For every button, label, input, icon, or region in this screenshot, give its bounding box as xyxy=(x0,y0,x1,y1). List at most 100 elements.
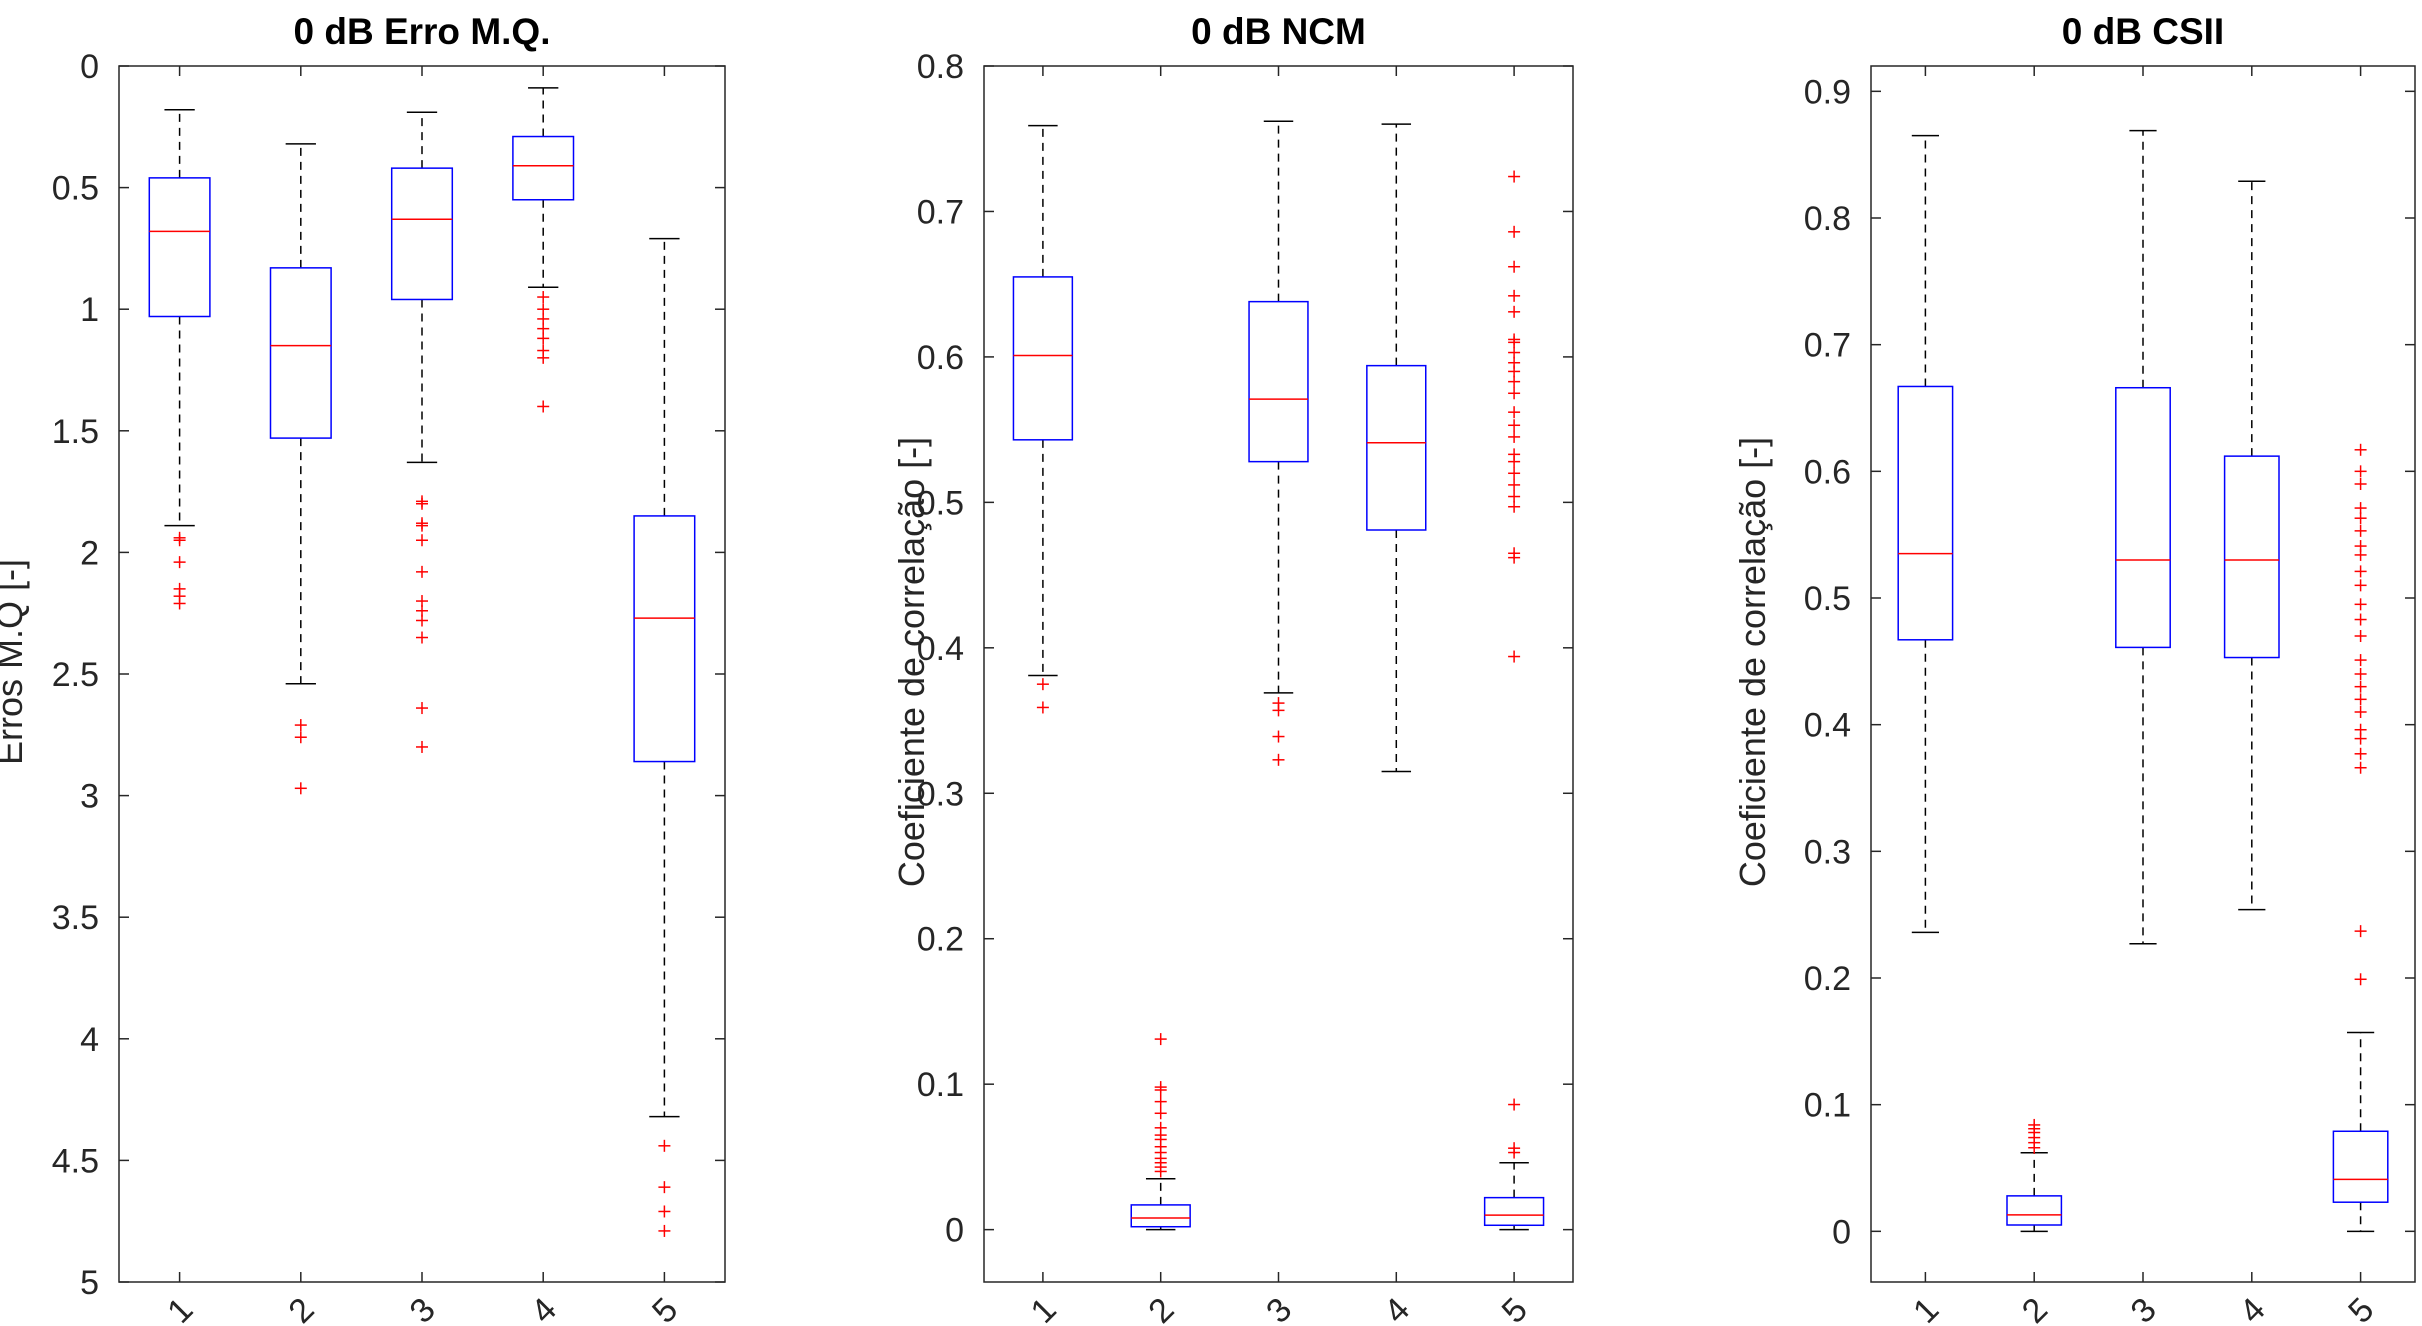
y-tick-label: 0.8 xyxy=(917,48,964,86)
iqr-box xyxy=(269,267,332,439)
outlier-marker xyxy=(1508,225,1521,238)
outlier-marker xyxy=(2354,512,2367,525)
outlier-marker xyxy=(294,782,307,795)
box-3 xyxy=(390,111,454,753)
outlier-marker xyxy=(2354,747,2367,760)
outlier-marker xyxy=(1508,289,1521,302)
x-tick-label: 4 xyxy=(524,1291,564,1326)
outlier-marker xyxy=(1154,1081,1167,1094)
y-tick-label: 0.6 xyxy=(917,339,964,377)
outlier-marker xyxy=(416,614,428,627)
outlier-marker xyxy=(1508,419,1521,432)
y-tick-label: 0.6 xyxy=(1804,453,1851,491)
box-1 xyxy=(148,109,211,610)
y-tick-label: 0.3 xyxy=(917,775,964,813)
y-tick-label: 0 xyxy=(1832,1213,1851,1251)
iqr-box xyxy=(512,135,575,201)
outlier-marker xyxy=(2354,630,2367,642)
box-2 xyxy=(2006,1118,2063,1233)
x-tick-label: 5 xyxy=(1495,1291,1535,1326)
x-tick-label: 2 xyxy=(1141,1291,1181,1326)
outlier-marker xyxy=(1508,500,1521,513)
y-axis-label: Coeficiente de correlação [-] xyxy=(891,437,932,887)
outlier-marker xyxy=(2354,478,2367,490)
outlier-marker xyxy=(2354,465,2367,478)
iqr-box xyxy=(1366,364,1427,531)
outlier-marker xyxy=(2354,598,2367,611)
axes-frame xyxy=(1870,65,2416,1283)
outlier-marker xyxy=(1508,467,1521,480)
box-2 xyxy=(269,143,332,795)
outlier-marker xyxy=(2354,579,2367,592)
outlier-marker xyxy=(2354,524,2367,537)
outlier-marker xyxy=(658,1205,671,1218)
y-tick-label: 0 xyxy=(80,48,99,86)
outlier-marker xyxy=(1508,430,1521,443)
outlier-marker xyxy=(416,565,428,578)
x-tick-label: 3 xyxy=(2124,1291,2164,1326)
outlier-marker xyxy=(1272,753,1285,766)
outlier-marker xyxy=(1272,730,1285,743)
outlier-marker xyxy=(2354,693,2367,706)
x-tick-label: 3 xyxy=(403,1291,443,1326)
outlier-marker xyxy=(1036,678,1049,691)
outlier-marker xyxy=(294,731,307,744)
outlier-marker xyxy=(1154,1121,1167,1134)
outlier-marker xyxy=(2354,761,2367,774)
box-3 xyxy=(2115,129,2171,945)
y-tick-label: 0.3 xyxy=(1804,833,1851,871)
x-tick-label: 1 xyxy=(1906,1291,1946,1326)
outlier-marker xyxy=(416,631,428,644)
outlier-marker xyxy=(2354,668,2367,680)
y-tick-label: 0.5 xyxy=(52,170,99,208)
outlier-marker xyxy=(173,556,186,569)
y-tick-label: 0.2 xyxy=(917,921,964,959)
x-tick-label: 5 xyxy=(2341,1291,2381,1326)
x-tick-label: 4 xyxy=(1377,1291,1417,1326)
y-axis-label: Erros M.Q [-] xyxy=(0,559,30,765)
iqr-box xyxy=(1897,385,1954,641)
iqr-box xyxy=(1130,1204,1191,1228)
outlier-marker xyxy=(2354,613,2367,626)
outlier-marker xyxy=(1508,1098,1521,1111)
y-tick-label: 0.2 xyxy=(1804,960,1851,998)
y-tick-label: 0.7 xyxy=(917,193,964,231)
y-tick-label: 5 xyxy=(80,1264,99,1302)
outlier-marker xyxy=(173,534,186,547)
y-tick-label: 0.5 xyxy=(1804,580,1851,618)
outlier-marker xyxy=(2354,540,2367,553)
outlier-marker xyxy=(416,702,428,715)
y-tick-label: 0.1 xyxy=(917,1066,964,1104)
outlier-marker xyxy=(1508,387,1521,400)
outlier-marker xyxy=(1508,260,1521,273)
outlier-marker xyxy=(1154,1095,1167,1108)
x-tick-label: 2 xyxy=(2015,1291,2055,1326)
outlier-marker xyxy=(1036,701,1049,714)
outlier-marker xyxy=(1508,478,1521,491)
x-tick-label: 4 xyxy=(2232,1291,2272,1326)
outlier-marker xyxy=(1508,375,1521,388)
chart-title: 0 dB CSII xyxy=(2062,11,2224,52)
y-tick-label: 4.5 xyxy=(52,1142,99,1180)
outlier-marker xyxy=(658,1139,671,1152)
outlier-marker xyxy=(2354,502,2367,515)
y-tick-label: 0.8 xyxy=(1804,200,1851,238)
outlier-marker xyxy=(1154,1033,1167,1046)
box-5 xyxy=(633,237,696,1237)
box-5 xyxy=(2332,443,2389,1233)
outlier-marker xyxy=(1508,448,1521,461)
y-tick-label: 0.9 xyxy=(1804,73,1851,111)
x-tick-label: 2 xyxy=(281,1291,321,1326)
x-tick-label: 1 xyxy=(1023,1291,1063,1326)
chart-title: 0 dB Erro M.Q. xyxy=(294,11,551,52)
outlier-marker xyxy=(2354,654,2367,667)
outlier-marker xyxy=(1508,650,1521,663)
box-3 xyxy=(1248,120,1309,766)
outlier-marker xyxy=(1508,406,1521,419)
outlier-marker xyxy=(2028,1118,2041,1131)
outlier-marker xyxy=(2354,706,2367,718)
outlier-marker xyxy=(294,719,307,732)
subplot-2: 0 0.1 0.2 0.3 0.4 0.5 0.6 0.7 0.8 1 2 3 4 5 0 dB NCM Co… xyxy=(891,11,1574,1326)
outlier-marker xyxy=(1508,356,1521,369)
outlier-marker xyxy=(1508,346,1521,359)
